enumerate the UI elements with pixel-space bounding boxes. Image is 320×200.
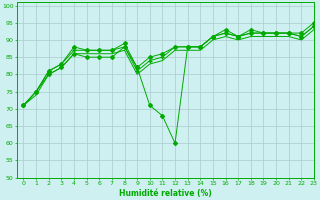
X-axis label: Humidité relative (%): Humidité relative (%) — [119, 189, 212, 198]
